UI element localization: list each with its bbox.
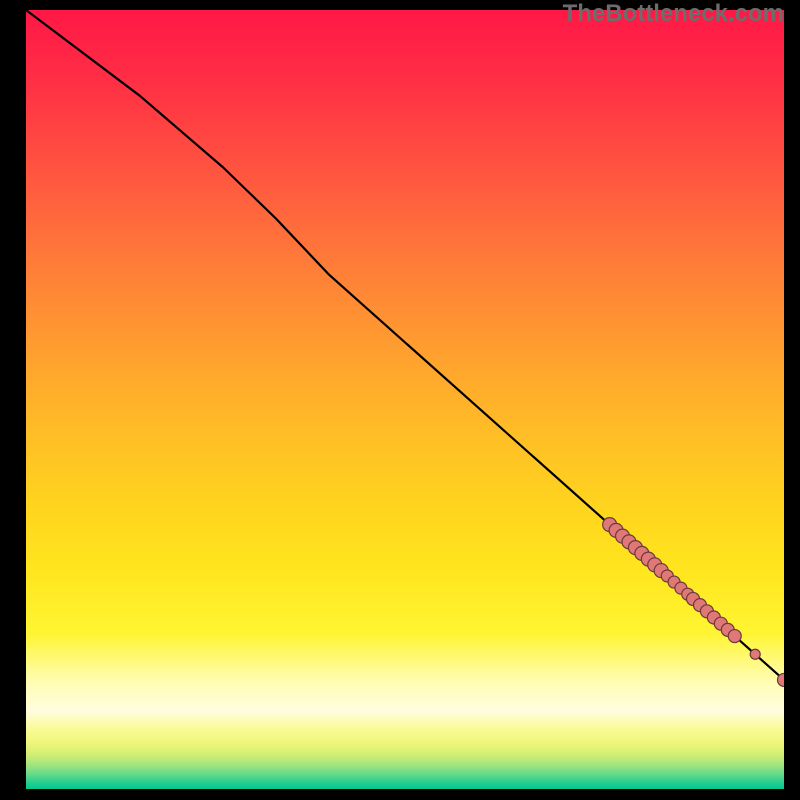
plot-area (26, 10, 784, 789)
chart-frame: TheBottleneck.com (0, 0, 800, 800)
overlay-svg (26, 10, 784, 789)
data-point (728, 630, 741, 643)
data-point (750, 649, 760, 659)
watermark-text: TheBottleneck.com (563, 0, 784, 28)
